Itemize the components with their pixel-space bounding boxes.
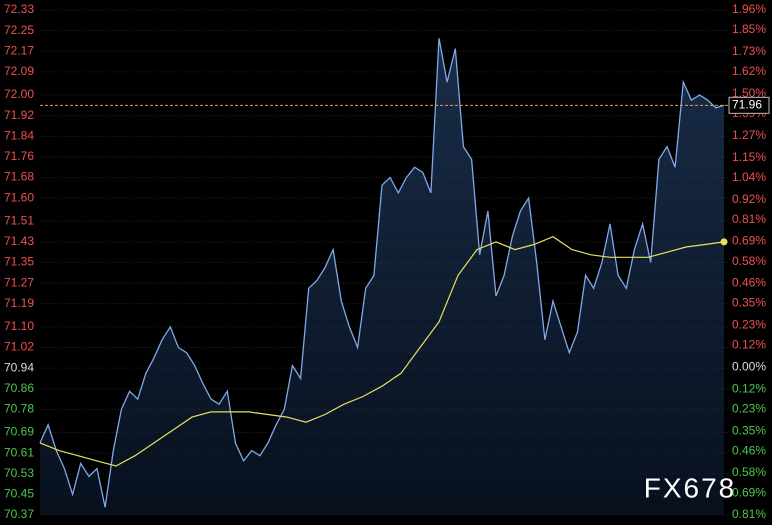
y2-tick-label: 0.58% bbox=[732, 465, 766, 479]
y-tick-label: 71.27 bbox=[4, 275, 34, 289]
price-line bbox=[39, 38, 725, 508]
price-area bbox=[40, 38, 724, 516]
y-tick-label: 71.10 bbox=[4, 319, 34, 333]
y2-tick-label: 1.96% bbox=[732, 2, 766, 16]
y2-tick-label: 0.92% bbox=[732, 192, 766, 206]
y-tick-label: 71.19 bbox=[4, 296, 34, 310]
y-tick-label: 70.94 bbox=[4, 360, 34, 374]
y2-tick-label: 1.15% bbox=[732, 150, 766, 164]
y-tick-label: 70.86 bbox=[4, 381, 34, 395]
y-tick-label: 70.78 bbox=[4, 402, 34, 416]
y2-tick-label: 0.46% bbox=[732, 443, 766, 457]
y-tick-label: 72.33 bbox=[4, 2, 34, 16]
y2-tick-label: 0.81% bbox=[732, 507, 766, 521]
y-tick-label: 71.92 bbox=[4, 108, 34, 122]
y-tick-label: 72.17 bbox=[4, 43, 34, 57]
y2-tick-label: 0.35% bbox=[732, 296, 766, 310]
y-tick-label: 72.09 bbox=[4, 64, 34, 78]
y2-tick-label: 1.73% bbox=[732, 44, 766, 58]
y-tick-label: 71.76 bbox=[4, 149, 34, 163]
y-tick-label: 70.53 bbox=[4, 466, 34, 480]
y2-tick-label: 0.81% bbox=[732, 212, 766, 226]
y2-tick-label: 1.27% bbox=[732, 128, 766, 142]
y-tick-label: 71.35 bbox=[4, 255, 34, 269]
y-tick-label: 70.45 bbox=[4, 487, 34, 501]
y2-tick-label: 1.04% bbox=[732, 170, 766, 184]
average-line bbox=[39, 236, 725, 467]
y-tick-label: 71.68 bbox=[4, 170, 34, 184]
y2-tick-label: 0.69% bbox=[732, 234, 766, 248]
average-end-dot bbox=[720, 238, 728, 246]
y-tick-label: 71.02 bbox=[4, 340, 34, 354]
y2-tick-label: 0.35% bbox=[732, 423, 766, 437]
y-tick-label: 71.60 bbox=[4, 190, 34, 204]
y-tick-label: 71.43 bbox=[4, 234, 34, 248]
y-tick-label: 71.51 bbox=[4, 213, 34, 227]
last-price-box bbox=[728, 96, 770, 114]
y-tick-label: 70.37 bbox=[4, 507, 34, 521]
y2-tick-label: 0.23% bbox=[732, 401, 766, 415]
y2-tick-label: 0.12% bbox=[732, 381, 766, 395]
y-tick-label: 72.25 bbox=[4, 23, 34, 37]
y2-tick-label: 1.85% bbox=[732, 22, 766, 36]
y-tick-label: 71.84 bbox=[4, 128, 34, 142]
last-price-label: 71.96 bbox=[732, 98, 762, 112]
y2-tick-label: 0.58% bbox=[732, 254, 766, 268]
watermark: FX678 bbox=[644, 472, 737, 503]
y-tick-label: 70.69 bbox=[4, 425, 34, 439]
y2-tick-label: 0.46% bbox=[732, 276, 766, 290]
y2-tick-label: 0.69% bbox=[732, 485, 766, 499]
y2-tick-label: 0.23% bbox=[732, 318, 766, 332]
y-tick-label: 72.00 bbox=[4, 87, 34, 101]
y2-tick-label: 0.00% bbox=[732, 360, 766, 374]
y2-tick-label: 1.50% bbox=[732, 86, 766, 100]
y2-tick-label: 1.62% bbox=[732, 64, 766, 78]
y-tick-label: 70.61 bbox=[4, 445, 34, 459]
y2-tick-label: 0.12% bbox=[732, 338, 766, 352]
